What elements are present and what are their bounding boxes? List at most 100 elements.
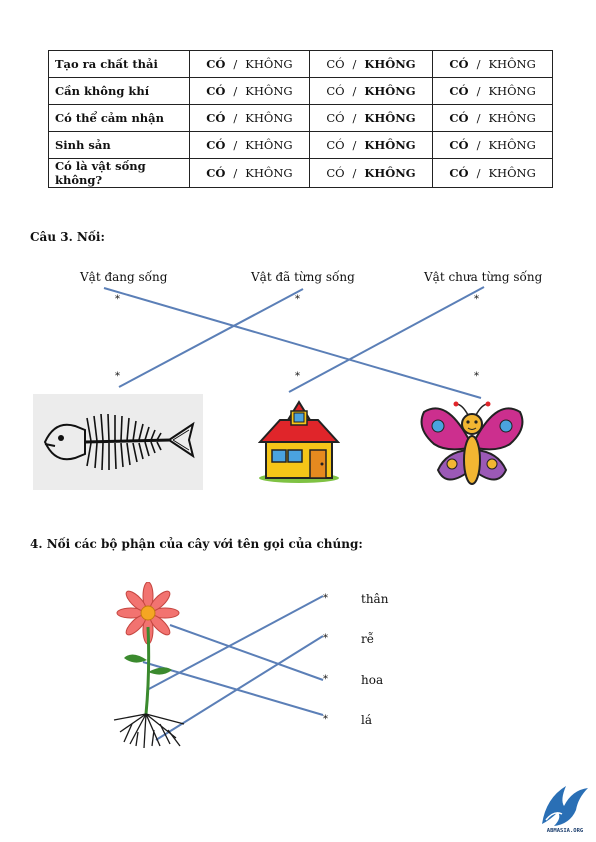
choice-cell[interactable]: CÓ / KHÔNG xyxy=(189,50,310,78)
option-yes[interactable]: CÓ xyxy=(326,138,345,152)
option-no[interactable]: KHÔNG xyxy=(245,166,293,180)
line-leaf-la xyxy=(142,661,324,716)
choice-cell[interactable]: CÓ / KHÔNG xyxy=(432,131,553,159)
part-label-la: lá xyxy=(361,713,372,727)
butterfly-picture xyxy=(416,398,528,494)
part-label-hoa: hoa xyxy=(361,673,384,687)
logo-text: ABMASIA.ORG xyxy=(546,828,584,834)
option-separator: / xyxy=(352,138,357,152)
option-no[interactable]: KHÔNG xyxy=(245,111,293,125)
option-yes[interactable]: CÓ xyxy=(449,84,469,98)
option-yes[interactable]: CÓ xyxy=(326,111,345,125)
option-separator: / xyxy=(476,111,481,125)
choice-cell[interactable]: CÓ / KHÔNG xyxy=(308,104,434,132)
option-no[interactable]: KHÔNG xyxy=(488,138,536,152)
fish-skeleton-picture xyxy=(33,394,203,490)
option-separator: / xyxy=(476,57,481,71)
option-yes[interactable]: CÓ xyxy=(206,111,226,125)
option-yes[interactable]: CÓ xyxy=(449,138,469,152)
choice-cell[interactable]: CÓ / KHÔNG xyxy=(432,77,553,105)
fish-skeleton-icon xyxy=(43,413,195,471)
option-separator: / xyxy=(352,57,357,71)
label-never-living: Vật chưa từng sống xyxy=(424,270,543,284)
option-separator: / xyxy=(233,57,238,71)
bird-logo-icon xyxy=(542,786,588,826)
option-yes[interactable]: CÓ xyxy=(449,111,469,125)
properties-table: Tạo ra chất thải CÓ / KHÔNG CÓ / KHÔNG CÓ / KHÔNG… xyxy=(48,50,553,188)
option-yes[interactable]: CÓ xyxy=(206,138,226,152)
option-yes[interactable]: CÓ xyxy=(206,166,226,180)
row-label: Có thể cảm nhận xyxy=(48,104,190,132)
option-yes[interactable]: CÓ xyxy=(449,57,469,71)
option-no[interactable]: KHÔNG xyxy=(488,111,536,125)
option-separator: / xyxy=(233,166,238,180)
house-icon xyxy=(257,400,341,483)
option-separator: / xyxy=(352,84,357,98)
option-yes[interactable]: CÓ xyxy=(326,84,345,98)
option-yes[interactable]: CÓ xyxy=(449,166,469,180)
option-yes[interactable]: CÓ xyxy=(206,57,226,71)
option-separator: / xyxy=(476,84,481,98)
star-part-2: * xyxy=(323,633,328,644)
label-living: Vật đang sống xyxy=(80,270,168,284)
row-label: Cần không khí xyxy=(48,77,190,105)
choice-cell[interactable]: CÓ / KHÔNG xyxy=(189,104,310,132)
choice-cell[interactable]: CÓ / KHÔNG xyxy=(189,131,310,159)
option-yes[interactable]: CÓ xyxy=(326,166,345,180)
option-no[interactable]: KHÔNG xyxy=(364,166,416,180)
table-row: Có thể cảm nhận CÓ / KHÔNG CÓ / KHÔNG CÓ / KHÔNG xyxy=(48,104,553,132)
option-separator: / xyxy=(352,166,357,180)
star-bottom-2: * xyxy=(295,371,300,382)
table-row: Sinh sản CÓ / KHÔNG CÓ / KHÔNG CÓ / KHÔNG xyxy=(48,131,553,159)
flower-plant-picture xyxy=(110,581,196,749)
flower-plant-icon xyxy=(113,581,185,749)
option-no[interactable]: KHÔNG xyxy=(488,57,536,71)
line-root-re xyxy=(155,635,324,741)
butterfly-icon xyxy=(420,401,524,485)
question-4-title: 4. Nối các bộ phận của cây với tên gọi c… xyxy=(30,537,363,551)
option-no[interactable]: KHÔNG xyxy=(245,84,293,98)
option-no[interactable]: KHÔNG xyxy=(364,84,416,98)
choice-cell[interactable]: CÓ / KHÔNG xyxy=(308,131,434,159)
row-label: Có là vật sống không? xyxy=(48,158,190,188)
option-separator: / xyxy=(233,111,238,125)
label-once-living: Vật đã từng sống xyxy=(251,270,355,284)
choice-cell[interactable]: CÓ / KHÔNG xyxy=(189,77,310,105)
option-yes[interactable]: CÓ xyxy=(326,57,345,71)
option-no[interactable]: KHÔNG xyxy=(488,166,536,180)
star-part-4: * xyxy=(323,714,328,725)
choice-cell[interactable]: CÓ / KHÔNG xyxy=(308,158,434,188)
option-no[interactable]: KHÔNG xyxy=(488,84,536,98)
line-stem-than xyxy=(146,595,324,691)
star-part-3: * xyxy=(323,674,328,685)
star-bottom-1: * xyxy=(115,371,120,382)
choice-cell[interactable]: CÓ / KHÔNG xyxy=(189,158,310,188)
line-never-living-house xyxy=(288,286,485,393)
star-bottom-3: * xyxy=(474,371,479,382)
line-flower-hoa xyxy=(169,624,324,681)
part-label-than: thân xyxy=(361,592,389,606)
option-yes[interactable]: CÓ xyxy=(206,84,226,98)
option-no[interactable]: KHÔNG xyxy=(364,138,416,152)
option-no[interactable]: KHÔNG xyxy=(364,111,416,125)
line-living-butterfly xyxy=(103,287,482,399)
option-no[interactable]: KHÔNG xyxy=(364,57,416,71)
option-separator: / xyxy=(352,111,357,125)
line-once-living-fish xyxy=(118,288,304,388)
choice-cell[interactable]: CÓ / KHÔNG xyxy=(432,158,553,188)
table-row: Có là vật sống không? CÓ / KHÔNG CÓ / KHÔNG CÓ /… xyxy=(48,158,553,188)
option-separator: / xyxy=(476,138,481,152)
option-no[interactable]: KHÔNG xyxy=(245,57,293,71)
star-part-1: * xyxy=(323,593,328,604)
house-picture xyxy=(257,398,341,484)
row-label: Tạo ra chất thải xyxy=(48,50,190,78)
option-no[interactable]: KHÔNG xyxy=(245,138,293,152)
star-top-2: * xyxy=(295,294,300,305)
option-separator: / xyxy=(476,166,481,180)
site-logo: ABMASIA.ORG xyxy=(536,780,594,838)
star-top-3: * xyxy=(474,294,479,305)
part-label-re: rễ xyxy=(361,632,375,646)
row-label: Sinh sản xyxy=(48,131,190,159)
option-separator: / xyxy=(233,84,238,98)
